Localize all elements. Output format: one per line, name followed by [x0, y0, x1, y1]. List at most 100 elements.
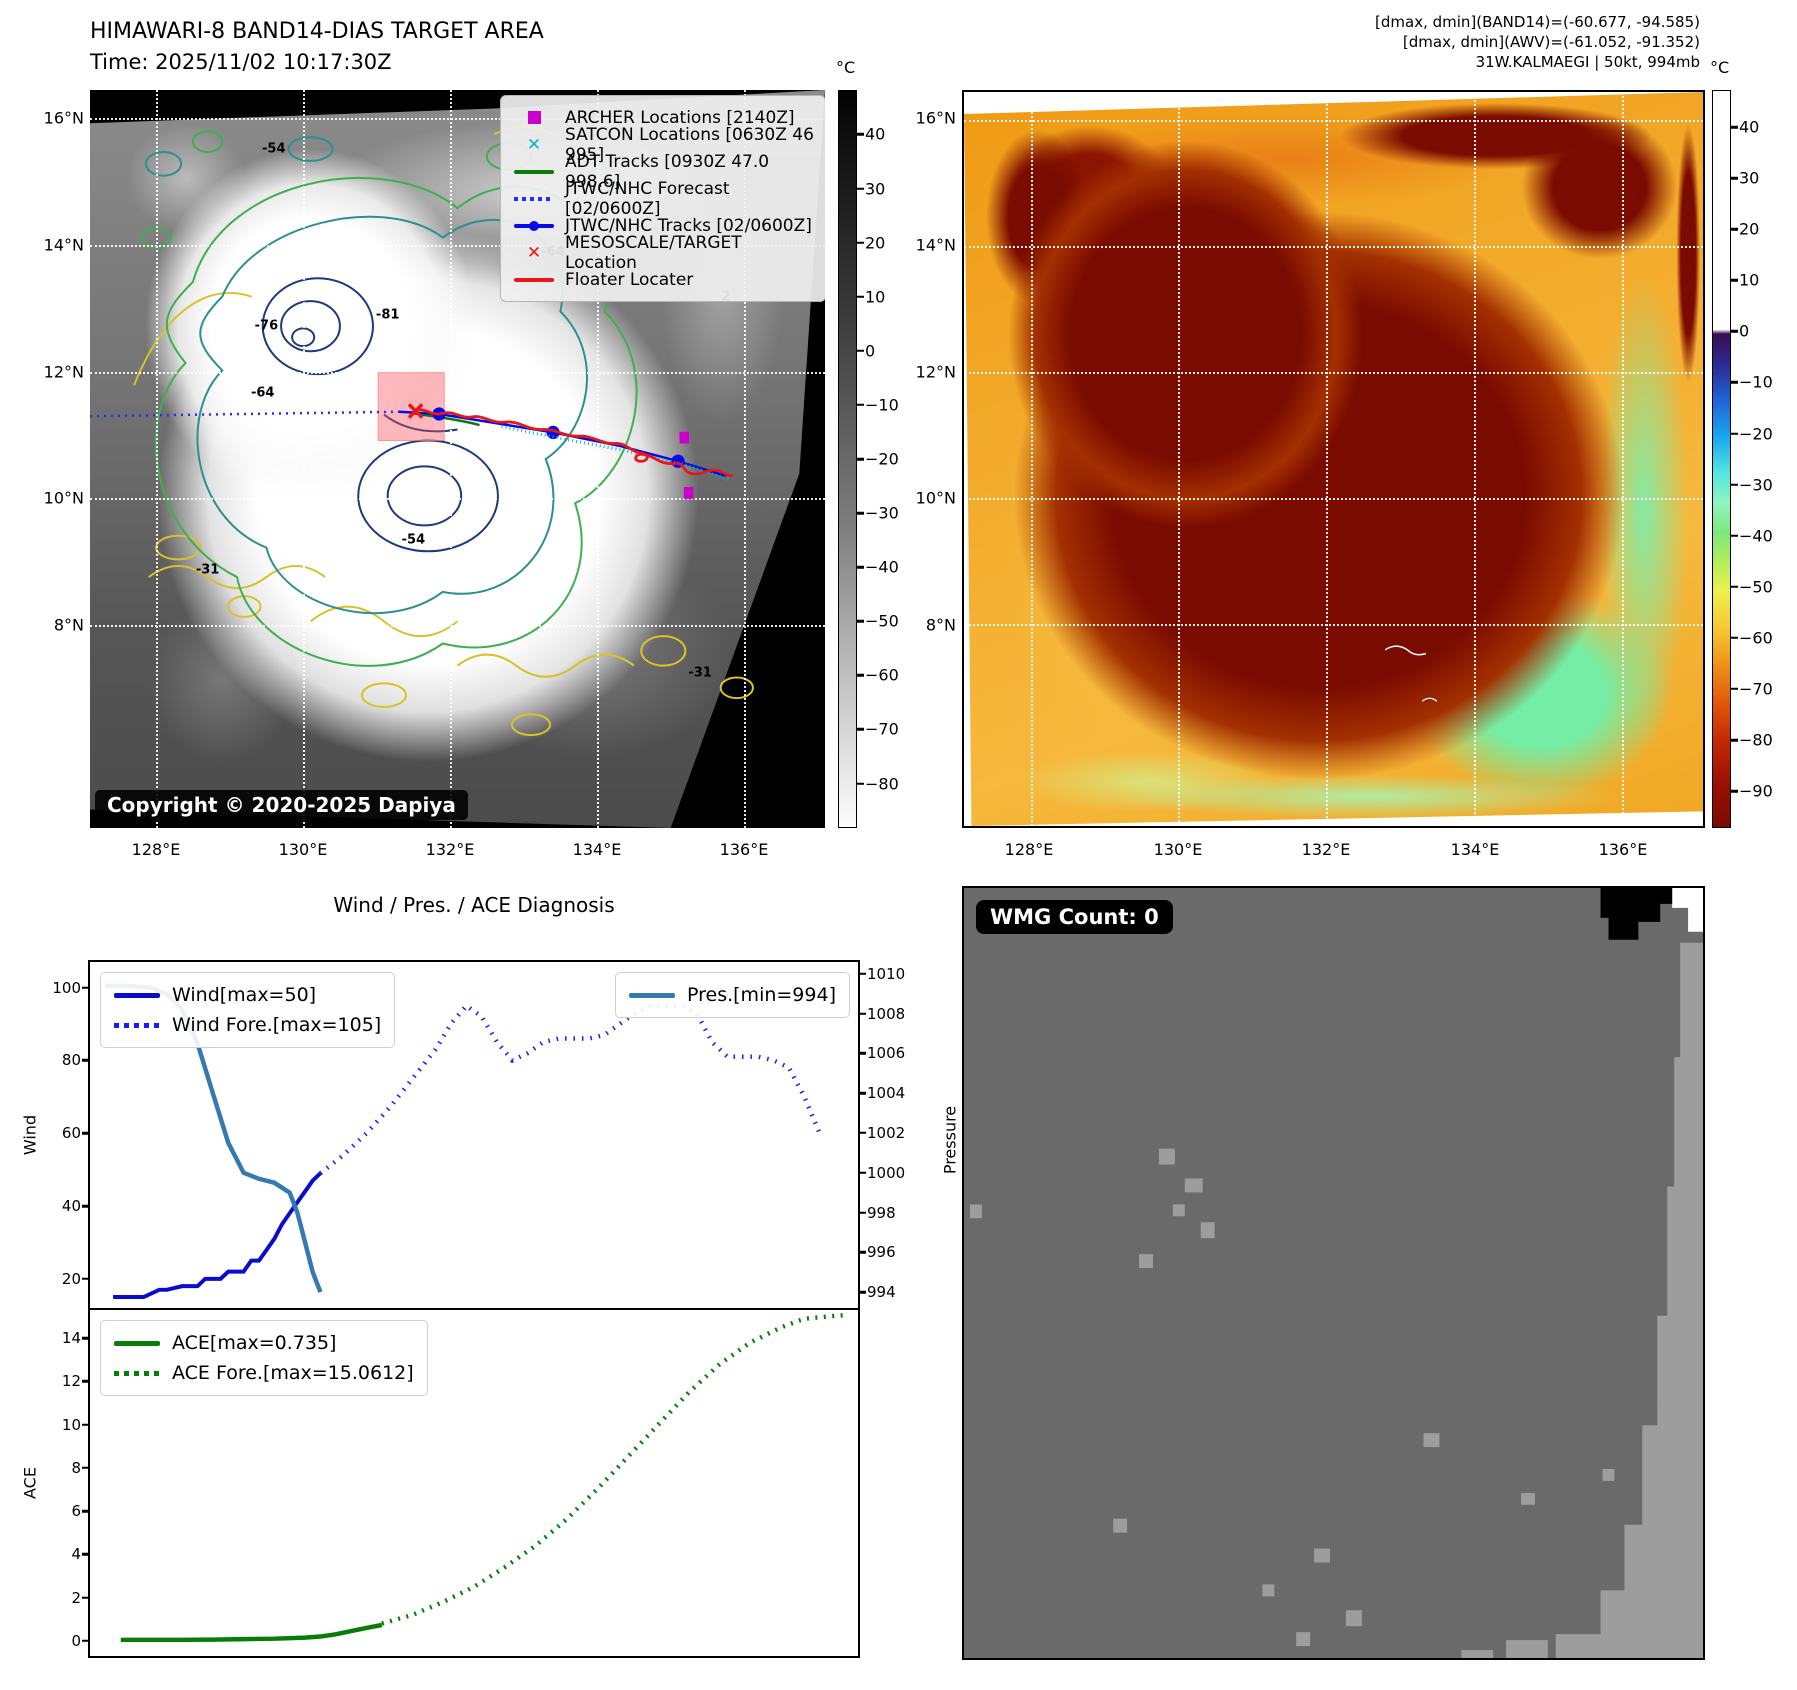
legend-item-ace: ACE[max=0.735]: [114, 1328, 414, 1358]
satcon-x-icon: [511, 135, 557, 155]
mesoscale-x-icon: [511, 243, 557, 263]
tick-mark: [856, 728, 864, 731]
gridline-lon-136e: [1621, 92, 1624, 826]
mesoscale-target-marker: [409, 404, 422, 417]
storm-id-text: 31W.KALMAEGI | 50kt, 994mb: [1475, 53, 1700, 71]
tick-label: 12: [61, 1372, 81, 1391]
tick-label: −70: [1739, 679, 1773, 699]
lon-label: 130°E: [278, 840, 328, 859]
tick-label: −70: [865, 719, 899, 739]
tick-mark: [858, 972, 866, 975]
contour-label: -64: [250, 385, 275, 401]
legend-item-floater: Floater Locater: [511, 266, 815, 293]
tick-label: 20: [865, 233, 886, 253]
wind-pressure-chart: 100 80 60 40 20 1010 1008 1006 1004 1002 1000 998 9…: [52, 960, 905, 1310]
header-left: HIMAWARI-8 BAND14-DIAS TARGET AREA Time:…: [90, 16, 544, 78]
tick-label: 20: [61, 1269, 81, 1288]
ace-axis-label: ACE: [20, 1467, 40, 1499]
tick-label: −50: [1739, 577, 1773, 597]
tick-mark: [82, 1596, 90, 1599]
tick-label: 80: [61, 1051, 81, 1070]
tick-label: 10: [865, 287, 886, 307]
awv-map-panel: [962, 90, 1705, 828]
tick-label: 2: [71, 1588, 81, 1607]
tick-label: 1002: [867, 1123, 906, 1142]
tick-mark: [856, 241, 864, 244]
gridline-lat-12n: [90, 371, 825, 374]
tick-mark: [1730, 483, 1738, 486]
tick-mark: [856, 782, 864, 785]
legend-label: JTWC/NHC Forecast [02/0600Z]: [565, 178, 730, 219]
tick-label: −10: [865, 395, 899, 415]
gridline-lon-132e: [1326, 92, 1329, 826]
adt-line-icon: [511, 162, 557, 182]
tick-label: 1006: [867, 1044, 906, 1063]
gridline-lat-8n: [964, 624, 1703, 627]
tick-label: 994: [867, 1283, 896, 1302]
tick-label: 30: [1739, 168, 1760, 188]
tick-mark: [858, 1091, 866, 1095]
tick-label: −30: [865, 503, 899, 523]
forecast-dotted-line-icon: [511, 189, 557, 209]
tick-mark: [1730, 534, 1738, 537]
legend-label: SATCON Locations [0630Z 46 995]: [565, 124, 814, 165]
tick-label: −50: [865, 611, 899, 631]
gridline-lat-16n: [90, 118, 825, 121]
tick-label: −20: [865, 449, 899, 469]
wmg-overlay: [969, 888, 1703, 1658]
chart-title: Wind / Pres. / ACE Diagnosis: [333, 893, 615, 917]
dmax-awv-text: [dmax, dmin](AWV)=(-61.052, -91.352): [1402, 33, 1700, 51]
contour-label: -54: [262, 141, 286, 157]
legend-label: Floater Locater: [565, 269, 694, 290]
tick-mark: [82, 1059, 90, 1062]
ace-plot-area: [120, 1313, 843, 1643]
legend-item-jtwc-tracks: JTWC/NHC Tracks [02/0600Z]: [511, 212, 815, 239]
tick-mark: [82, 1466, 90, 1470]
wmg-black-shape: [1600, 888, 1673, 940]
timestamp: Time: 2025/11/02 10:17:30Z: [90, 50, 392, 74]
track-line-dot-icon: [511, 216, 557, 236]
tick-label: 60: [61, 1124, 81, 1143]
tick-label: −40: [865, 557, 899, 577]
tick-label: −90: [1739, 781, 1773, 801]
legend-item-jtwc-forecast: JTWC/NHC Forecast [02/0600Z]: [511, 179, 815, 219]
tick-mark: [856, 349, 864, 353]
legend-item-mesoscale: MESOSCALE/TARGET Location: [511, 233, 815, 273]
tick-mark: [856, 457, 864, 461]
tick-mark: [856, 295, 864, 298]
tick-label: 0: [865, 341, 876, 361]
series-ace_fore: [381, 1313, 843, 1626]
gridline-lat-10n: [90, 498, 825, 501]
legend-label: Wind[max=50]: [172, 984, 317, 1006]
wind-fore-dotted-icon: [114, 1022, 160, 1028]
legend-label: ARCHER Locations [2140Z]: [565, 107, 795, 128]
gridline-lon-130e: [1178, 92, 1181, 826]
gridline-lat-10n: [964, 497, 1703, 500]
lat-label: 16°N: [915, 108, 956, 128]
wmg-field: [964, 888, 1703, 1658]
wind-line-icon: [114, 992, 160, 998]
contour-overlay: [90, 90, 825, 828]
tick-label: 10: [1739, 270, 1760, 290]
wmg-count-badge: WMG Count: 0: [976, 900, 1173, 934]
pressure-legend: Pres.[min=994]: [615, 972, 850, 1018]
dmax-band14-text: [dmax, dmin](BAND14)=(-60.677, -94.585): [1375, 13, 1700, 31]
gridline-lon-130e: [303, 90, 306, 828]
tick-label: −80: [1739, 730, 1773, 750]
gridline-lon-128e: [1030, 92, 1033, 826]
lon-label: 128°E: [1004, 840, 1054, 859]
tick-label: 1004: [867, 1084, 906, 1103]
lon-label: 130°E: [1153, 840, 1203, 859]
tick-label: 1000: [867, 1163, 906, 1182]
legend-item-wind-fore: Wind Fore.[max=105]: [114, 1010, 381, 1040]
tick-mark: [856, 403, 864, 407]
legend-item-satcon: SATCON Locations [0630Z 46 995]: [511, 125, 815, 165]
tick-mark: [858, 1290, 866, 1294]
tick-mark: [856, 511, 864, 515]
tick-label: 30: [865, 179, 886, 199]
gridline-lat-12n: [964, 372, 1703, 375]
wmg-panel: WMG Count: 0: [962, 886, 1705, 1660]
island-outline-overlay: [964, 92, 1703, 826]
lon-label: 136°E: [1598, 840, 1648, 859]
tick-mark: [82, 1423, 90, 1426]
